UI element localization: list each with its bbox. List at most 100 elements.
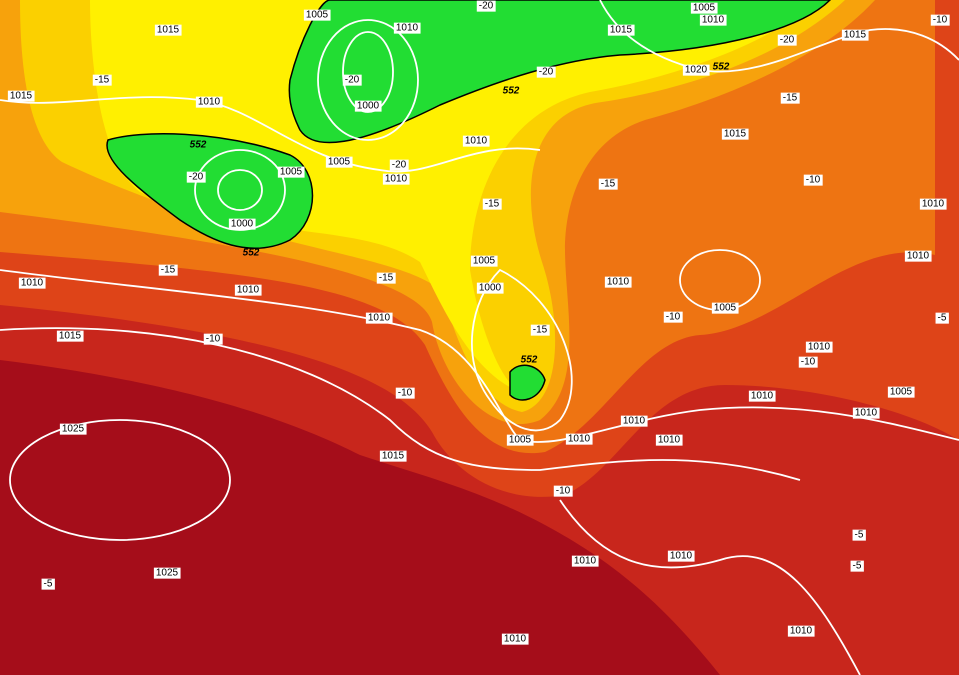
isobar-label-box	[620, 415, 648, 427]
isobar-label-box	[721, 128, 749, 140]
isobar-label: 1010	[919, 198, 947, 210]
isobar-label-box	[56, 330, 84, 342]
temperature-label-text: -10	[206, 334, 221, 345]
isobar-label-text: 1010	[658, 435, 681, 446]
isobar-label-box	[59, 423, 87, 435]
isobar-label-text: 1005	[473, 256, 496, 267]
isobar-label: 1005	[690, 2, 718, 14]
isobar-label: 1010	[805, 341, 833, 353]
temperature-label-text: -15	[783, 93, 798, 104]
temperature-label-box	[663, 311, 683, 323]
isobar-label-box	[506, 434, 534, 446]
isobar-label: 1015	[721, 128, 749, 140]
height-label: 552	[243, 248, 260, 259]
temperature-label-text: -15	[161, 265, 176, 276]
isobar-label-text: 1010	[198, 97, 221, 108]
isobar-label-text: 1010	[702, 15, 725, 26]
isobar-label-text: 1000	[357, 101, 380, 112]
temperature-label-box	[777, 34, 797, 46]
height-area	[106, 0, 832, 401]
isobar-label-box	[667, 550, 695, 562]
isobar-label-text: 1025	[62, 424, 85, 435]
temperature-label-box	[41, 578, 55, 590]
temperature-label: -15	[530, 324, 550, 336]
isobar-label-text: 1005	[280, 167, 303, 178]
isobar-label: 1010	[699, 14, 727, 26]
isobar-label-text: 1010	[385, 174, 408, 185]
isobar-label-box	[711, 302, 739, 314]
isobar-label: 1000	[476, 282, 504, 294]
isobar-label-box	[379, 450, 407, 462]
isobar-label: 1010	[604, 276, 632, 288]
temperature-label-text: -5	[938, 313, 947, 324]
temperature-label: -20	[476, 0, 496, 12]
isobar-label: 1010	[787, 625, 815, 637]
temperature-label-text: -20	[189, 172, 204, 183]
isobar-label-box	[655, 434, 683, 446]
isobar-label-box	[382, 173, 410, 185]
temperature-label-box	[158, 264, 178, 276]
isobar-label: 1010	[234, 284, 262, 296]
isobar-label-text: 1010	[623, 416, 646, 427]
isobar-label-text: 1005	[693, 3, 716, 14]
isobar-label-text: 1010	[607, 277, 630, 288]
height-label: 552	[503, 86, 520, 97]
isobar-label-text: 1020	[685, 65, 708, 76]
isobar-label-box	[476, 282, 504, 294]
temp-band	[90, 0, 820, 392]
isobar-label: 1015	[154, 24, 182, 36]
isobar-label-text: 1010	[907, 251, 930, 262]
isobar-label: 1010	[655, 434, 683, 446]
isobar-label-box	[7, 90, 35, 102]
temperature-label-text: -10	[556, 486, 571, 497]
isobar-label-text: 1015	[59, 331, 82, 342]
temperature-label: -20	[389, 159, 409, 171]
temperature-label: -10	[663, 311, 683, 323]
temperature-label: -20	[186, 171, 206, 183]
isobar-label-box	[234, 284, 262, 296]
temperature-label-box	[798, 356, 818, 368]
isobar-label: 1015	[841, 29, 869, 41]
temperature-label-box	[482, 198, 502, 210]
temperature-label: -15	[780, 92, 800, 104]
isobar-label-box	[805, 341, 833, 353]
isobar-label-text: 1005	[509, 435, 532, 446]
isobar-label-text: 1005	[890, 387, 913, 398]
isobar-label: 1010	[462, 135, 490, 147]
temperature-label-box	[186, 171, 206, 183]
isobar-label-box	[748, 390, 776, 402]
isobar-label: 1015	[379, 450, 407, 462]
temperature-label-text: -10	[801, 357, 816, 368]
temperature-label-text: -5	[853, 561, 862, 572]
isobar-label-text: 1005	[328, 157, 351, 168]
temperature-label-text: -10	[398, 388, 413, 399]
height-label: 552	[521, 355, 538, 366]
temperature-label-box	[780, 92, 800, 104]
isobar-label-text: 1000	[231, 219, 254, 230]
temperature-label: -5	[850, 560, 864, 572]
temperature-label-text: -5	[44, 579, 53, 590]
isobar-label-text: 1010	[922, 199, 945, 210]
isobar-label: 1010	[501, 633, 529, 645]
temperature-label-text: -20	[780, 35, 795, 46]
isobar-label-text: 1000	[479, 283, 502, 294]
isobar-label: 1005	[506, 434, 534, 446]
isobar-label-text: 1010	[670, 551, 693, 562]
temperature-label: -15	[92, 74, 112, 86]
temperature-label-box	[803, 174, 823, 186]
temperature-label-box	[530, 324, 550, 336]
temperature-label-box	[852, 529, 866, 541]
temperature-label: -15	[158, 264, 178, 276]
isobar-label-box	[470, 255, 498, 267]
height-label: 552	[190, 140, 207, 151]
temperature-label-box	[376, 272, 396, 284]
isobar-label: 1005	[470, 255, 498, 267]
isobar-label-text: 1015	[724, 129, 747, 140]
temperature-label: -5	[41, 578, 55, 590]
temperature-label-text: -10	[666, 312, 681, 323]
temperature-label-box	[342, 74, 362, 86]
isobar-label-text: 1010	[751, 391, 774, 402]
temperature-label: -15	[598, 178, 618, 190]
